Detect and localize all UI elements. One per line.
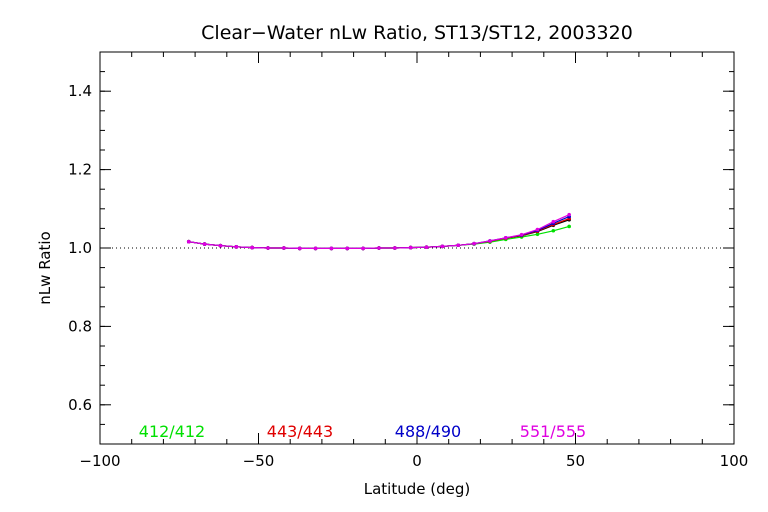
y-axis-label: nLw Ratio bbox=[36, 231, 54, 304]
series-2-line bbox=[188, 216, 570, 249]
series-3-point bbox=[202, 242, 207, 246]
y-tick-label: 0.6 bbox=[68, 396, 92, 414]
x-tick-label: 100 bbox=[720, 452, 749, 470]
series-2 bbox=[186, 214, 571, 251]
x-tick-label: −100 bbox=[79, 452, 120, 470]
y-tick-label: 1.2 bbox=[68, 161, 92, 179]
series-0-point bbox=[551, 228, 556, 233]
series-3-point bbox=[551, 219, 556, 224]
series-1-line bbox=[188, 218, 570, 249]
series-3-point bbox=[377, 246, 381, 250]
chart-title: Clear−Water nLw Ratio, ST13/ST12, 200332… bbox=[201, 22, 633, 44]
x-tick-label: −50 bbox=[243, 452, 275, 470]
series-3-line bbox=[188, 214, 570, 249]
series-3-point bbox=[408, 245, 413, 250]
axes: −100 −50 0 50 100 0.6 0.8 1.0 1.2 1.4 bbox=[68, 51, 749, 470]
series-3-point bbox=[234, 245, 239, 249]
y-tick-label: 1.0 bbox=[68, 239, 92, 257]
y-tick-label: 0.8 bbox=[68, 317, 92, 335]
series-black-line bbox=[188, 219, 570, 249]
legend-entry: 488/490 bbox=[395, 422, 461, 441]
series-3-point bbox=[329, 246, 334, 251]
series-3-point bbox=[393, 246, 397, 250]
legend-entry: 443/443 bbox=[267, 422, 333, 441]
legend-entry: 412/412 bbox=[139, 422, 205, 441]
series-0-point bbox=[535, 232, 540, 237]
series-3-point bbox=[519, 232, 524, 237]
series-3-point bbox=[535, 227, 540, 232]
x-axis-label: Latitude (deg) bbox=[364, 480, 470, 498]
series-3-point bbox=[282, 246, 286, 250]
series-3 bbox=[186, 212, 571, 251]
series-3-point bbox=[503, 236, 508, 240]
series-3-point bbox=[488, 239, 492, 243]
series-3-point bbox=[456, 243, 461, 248]
series-3-point bbox=[567, 212, 571, 217]
series-3-point bbox=[424, 245, 429, 250]
series-3-point bbox=[218, 243, 223, 248]
x-tick-label: 50 bbox=[566, 452, 585, 470]
series-3-point bbox=[297, 246, 302, 251]
series-layer bbox=[186, 212, 571, 251]
legend: 412/412 443/443 488/490 551/555 bbox=[139, 422, 586, 441]
series-1 bbox=[186, 216, 571, 251]
series-3-point bbox=[345, 246, 350, 251]
x-tick-label: 0 bbox=[412, 452, 422, 470]
series-3-point bbox=[266, 246, 270, 250]
series-black bbox=[186, 217, 571, 251]
y-tick-label: 1.4 bbox=[68, 82, 92, 100]
series-3-point bbox=[186, 239, 191, 244]
series-3-point bbox=[440, 244, 445, 249]
series-3-point bbox=[250, 245, 254, 250]
series-3-point bbox=[361, 246, 365, 251]
series-3-point bbox=[472, 241, 476, 246]
legend-entry: 551/555 bbox=[520, 422, 586, 441]
series-0-point bbox=[567, 224, 571, 229]
series-3-point bbox=[313, 246, 318, 251]
